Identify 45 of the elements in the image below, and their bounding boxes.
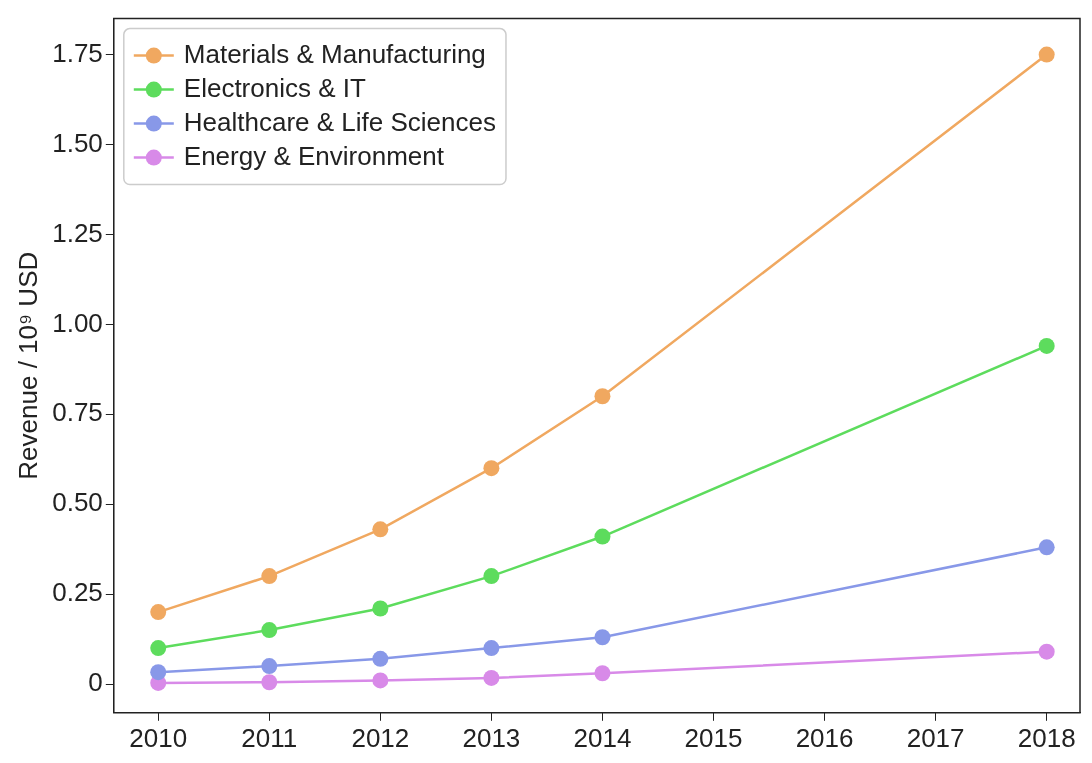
point: [594, 528, 611, 545]
point: [150, 604, 167, 621]
legend-label: Materials & Manufacturing: [183, 38, 486, 69]
y-tick-label: 0.75: [52, 397, 103, 428]
point: [594, 665, 611, 682]
legend-label: Electronics & IT: [183, 72, 366, 103]
y-tick-label: 0: [88, 667, 103, 698]
point: [483, 460, 500, 477]
x-tick-label: 2011: [241, 722, 298, 753]
legend-label: Energy & Environment: [183, 140, 445, 171]
y-tick-label: 1.25: [52, 217, 103, 248]
point: [594, 388, 611, 405]
y-tick-label: 1.00: [52, 307, 103, 338]
y-axis-title: Revenue / 10⁹ USD: [12, 251, 43, 480]
point: [261, 622, 278, 639]
point: [261, 674, 278, 691]
legend-label: Healthcare & Life Sciences: [183, 106, 496, 137]
x-tick-label: 2018: [1017, 722, 1076, 753]
y-tick-label: 0.50: [52, 487, 103, 518]
point: [372, 650, 389, 667]
x-tick-label: 2016: [795, 722, 854, 753]
point: [1038, 46, 1055, 63]
point: [372, 521, 389, 538]
point: [1038, 539, 1055, 556]
point: [150, 640, 167, 657]
y-tick-label: 1.75: [52, 37, 103, 68]
point: [372, 600, 389, 617]
x-tick-label: 2017: [906, 722, 965, 753]
point: [1038, 643, 1055, 660]
x-tick-label: 2014: [573, 722, 632, 753]
point: [261, 658, 278, 675]
x-tick-label: 2010: [129, 722, 188, 753]
point: [483, 640, 500, 657]
point: [150, 664, 167, 681]
point: [483, 568, 500, 585]
point: [1038, 337, 1055, 354]
point: [372, 672, 389, 689]
point: [261, 568, 278, 585]
x-tick-label: 2015: [684, 722, 743, 753]
point: [483, 669, 500, 686]
y-tick-label: 1.50: [52, 127, 103, 158]
point: [594, 629, 611, 646]
y-tick-label: 0.25: [52, 577, 103, 608]
x-tick-label: 2012: [351, 722, 410, 753]
x-tick-label: 2013: [462, 722, 521, 753]
